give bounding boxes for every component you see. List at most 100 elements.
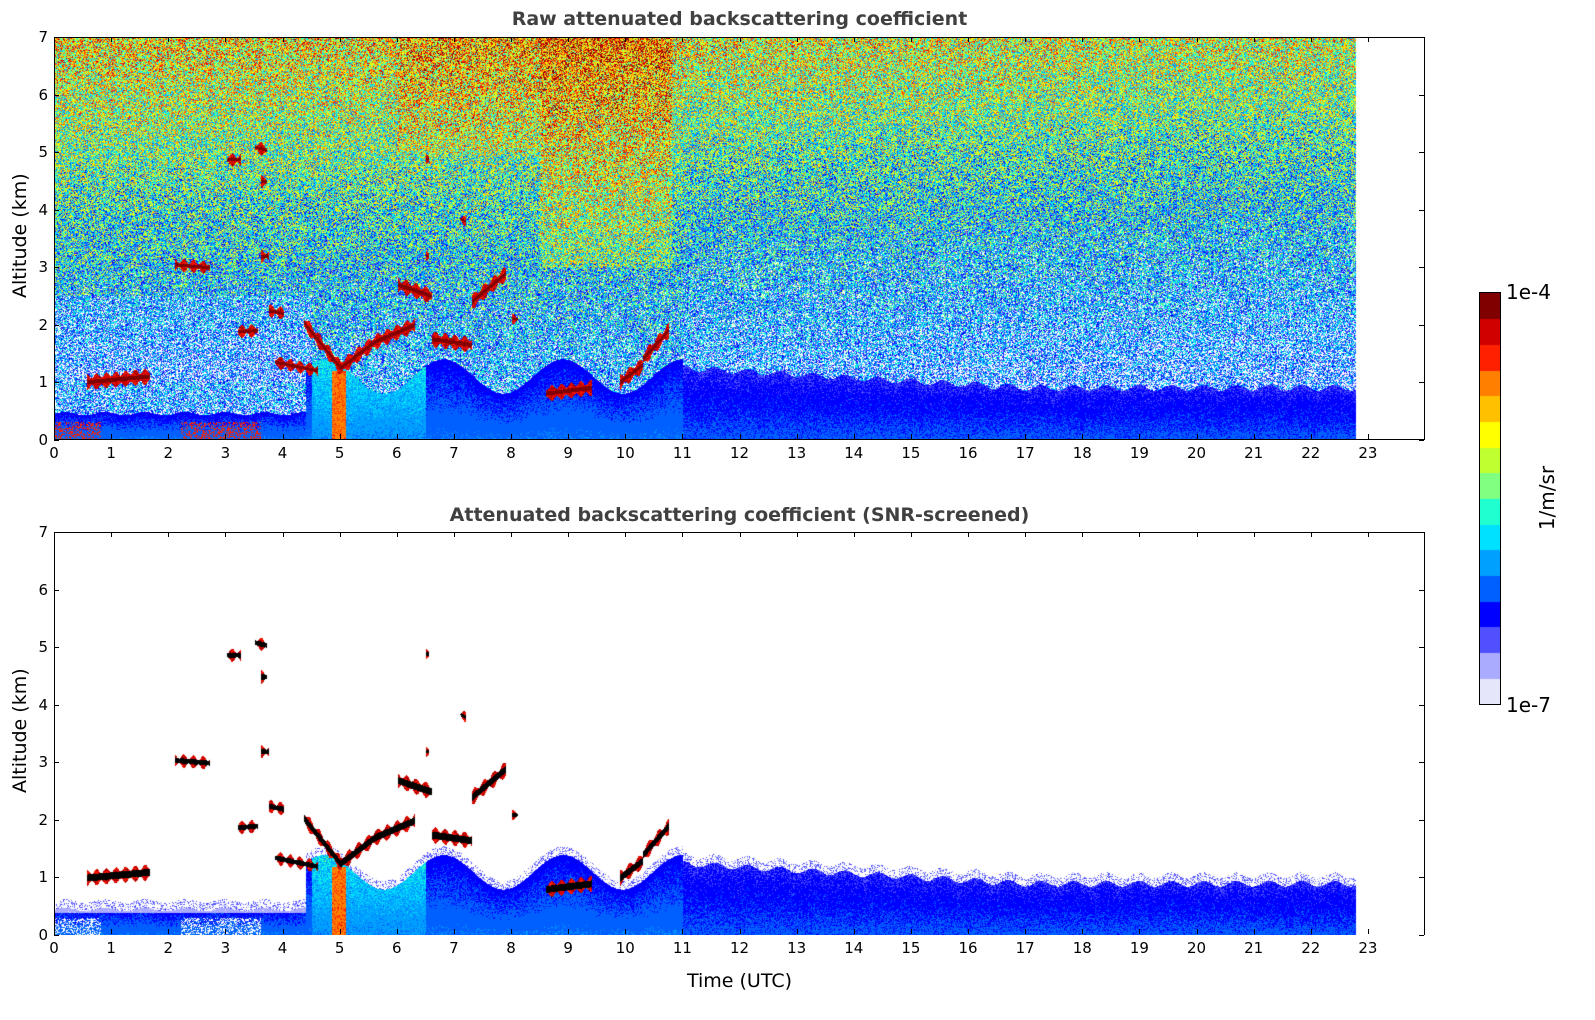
x-tick-mark bbox=[111, 434, 113, 439]
x-tick-label: 2 bbox=[163, 444, 174, 462]
x-tick-mark bbox=[111, 37, 113, 42]
x-tick-label: 5 bbox=[334, 444, 345, 462]
x-tick-mark bbox=[625, 434, 627, 439]
x-tick-label: 16 bbox=[958, 939, 978, 957]
y-tick-label: 2 bbox=[38, 810, 48, 829]
x-tick-mark bbox=[910, 929, 912, 934]
raw-backscatter-heatmap bbox=[55, 38, 1424, 439]
y-tick-label: 4 bbox=[38, 200, 48, 219]
x-tick-mark bbox=[739, 532, 741, 537]
x-tick-mark bbox=[1253, 929, 1255, 934]
x-tick-label: 11 bbox=[672, 444, 692, 462]
x-tick-label: 12 bbox=[729, 939, 750, 957]
y-tick-label: 4 bbox=[38, 695, 48, 714]
y-tick-label: 0 bbox=[38, 431, 48, 449]
x-tick-mark bbox=[625, 532, 627, 537]
x-tick-label: 14 bbox=[844, 939, 864, 957]
x-tick-mark bbox=[1025, 929, 1027, 934]
x-tick-mark bbox=[54, 929, 55, 934]
x-tick-label: 9 bbox=[563, 444, 573, 462]
x-tick-label: 0 bbox=[49, 939, 59, 957]
bottom-y-axis-label: Altitude (km) bbox=[9, 668, 31, 793]
x-tick-mark bbox=[1025, 434, 1027, 439]
x-tick-mark bbox=[568, 434, 570, 439]
y-tick-mark bbox=[1419, 440, 1424, 441]
y-tick-label: 3 bbox=[38, 753, 48, 772]
x-tick-mark bbox=[682, 434, 684, 439]
x-tick-label: 1 bbox=[106, 939, 116, 957]
x-tick-mark bbox=[739, 37, 741, 42]
x-tick-label: 21 bbox=[1244, 444, 1264, 462]
y-tick-mark bbox=[54, 647, 59, 649]
x-tick-label: 2 bbox=[163, 939, 174, 957]
x-tick-mark bbox=[225, 37, 227, 42]
x-tick-label: 18 bbox=[1072, 444, 1092, 462]
x-tick-mark bbox=[1367, 929, 1369, 934]
x-tick-mark bbox=[396, 434, 398, 439]
x-tick-mark bbox=[1253, 37, 1255, 42]
y-tick-mark bbox=[1419, 704, 1424, 706]
x-tick-label: 12 bbox=[729, 444, 750, 462]
x-tick-mark bbox=[568, 532, 570, 537]
x-tick-mark bbox=[682, 929, 684, 934]
x-tick-mark bbox=[453, 37, 455, 42]
y-tick-label: 2 bbox=[38, 315, 48, 334]
x-tick-mark bbox=[453, 434, 455, 439]
x-tick-label: 4 bbox=[277, 939, 288, 957]
y-tick-mark bbox=[54, 267, 59, 269]
y-tick-mark bbox=[1419, 762, 1424, 764]
x-tick-mark bbox=[853, 929, 855, 934]
y-tick-mark bbox=[1419, 94, 1424, 96]
x-tick-mark bbox=[1082, 929, 1084, 934]
y-tick-label: 1 bbox=[38, 373, 48, 392]
x-tick-label: 19 bbox=[1129, 444, 1149, 462]
y-tick-label: 1 bbox=[38, 868, 48, 887]
x-tick-label: 16 bbox=[958, 444, 978, 462]
bottom-chart-title: Attenuated backscattering coefficient (S… bbox=[449, 504, 1030, 526]
x-tick-label: 8 bbox=[506, 444, 516, 462]
y-tick-mark bbox=[54, 877, 59, 879]
top-plot-area bbox=[54, 37, 1425, 440]
x-tick-mark bbox=[511, 434, 512, 439]
x-tick-label: 3 bbox=[220, 444, 231, 462]
x-tick-label: 22 bbox=[1301, 939, 1321, 957]
x-tick-mark bbox=[396, 532, 398, 537]
x-tick-mark bbox=[511, 929, 512, 934]
y-tick-label: 6 bbox=[38, 580, 48, 599]
x-tick-mark bbox=[168, 929, 170, 934]
x-tick-mark bbox=[339, 929, 341, 934]
x-tick-mark bbox=[796, 434, 798, 439]
x-tick-label: 9 bbox=[563, 939, 573, 957]
y-tick-mark bbox=[1419, 935, 1424, 936]
y-tick-label: 6 bbox=[38, 85, 48, 104]
x-tick-mark bbox=[682, 532, 684, 537]
top-y-axis-label: Altitude (km) bbox=[9, 173, 31, 298]
x-tick-label: 20 bbox=[1186, 939, 1207, 957]
x-tick-label: 5 bbox=[334, 939, 345, 957]
x-tick-mark bbox=[910, 532, 912, 537]
x-tick-mark bbox=[1196, 434, 1198, 439]
x-tick-mark bbox=[1025, 532, 1027, 537]
x-tick-mark bbox=[625, 929, 627, 934]
x-tick-mark bbox=[453, 532, 455, 537]
x-tick-mark bbox=[54, 532, 55, 537]
y-tick-mark bbox=[1419, 532, 1424, 533]
bottom-plot-area bbox=[54, 532, 1425, 935]
x-tick-mark bbox=[1139, 434, 1141, 439]
x-tick-label: 22 bbox=[1301, 444, 1321, 462]
y-tick-mark bbox=[54, 37, 59, 38]
colorbar-unit-label: 1/m/sr bbox=[1535, 465, 1559, 531]
y-tick-mark bbox=[1419, 819, 1424, 821]
x-tick-mark bbox=[682, 37, 684, 42]
x-tick-mark bbox=[225, 532, 227, 537]
x-tick-mark bbox=[796, 532, 798, 537]
y-tick-mark bbox=[1419, 589, 1424, 591]
x-tick-mark bbox=[853, 434, 855, 439]
x-tick-mark bbox=[796, 929, 798, 934]
x-tick-label: 13 bbox=[787, 444, 807, 462]
y-tick-mark bbox=[1419, 152, 1424, 154]
y-tick-mark bbox=[1419, 877, 1424, 879]
x-tick-label: 13 bbox=[787, 939, 807, 957]
y-tick-mark bbox=[1419, 382, 1424, 384]
x-axis-label: Time (UTC) bbox=[686, 970, 793, 992]
